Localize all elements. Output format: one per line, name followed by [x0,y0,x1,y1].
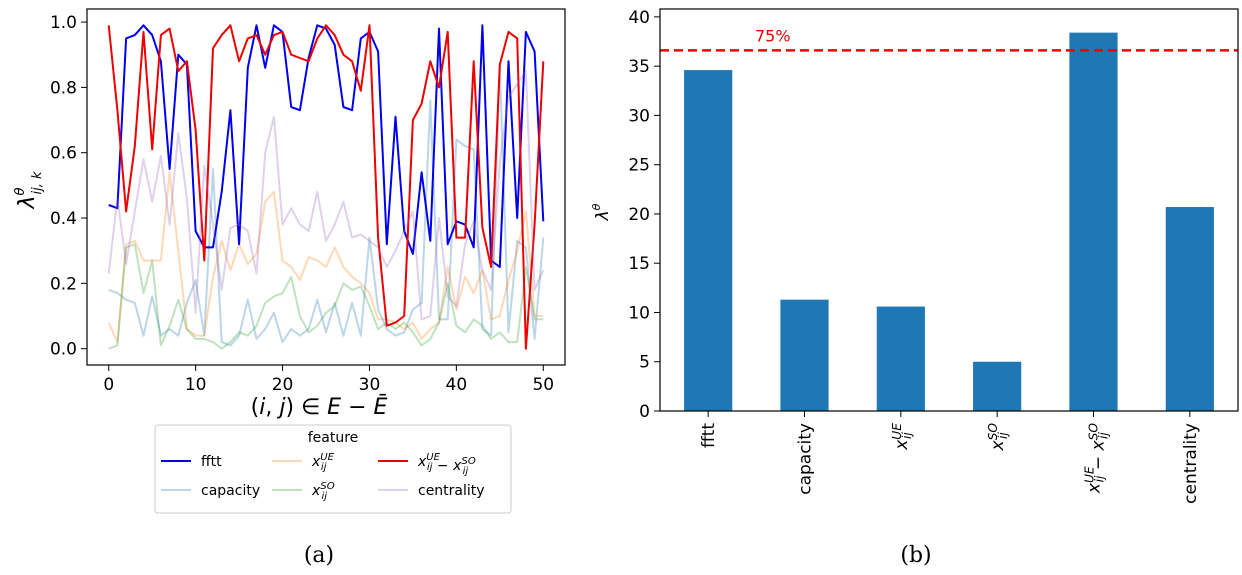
bar [1069,32,1118,411]
y-tick-label: 0.8 [50,78,77,98]
bar [1165,207,1214,411]
category-label: centrality [1181,423,1201,504]
category-label: xUEij [890,423,914,451]
category-label: xUEij − xSOij [1083,423,1111,494]
y-tick-label: 10 [628,303,650,323]
bar [684,70,733,412]
axis-ticks-b: fftt capacity xUEij xSOij xUEij − xSOij centr… [628,8,1200,504]
y-tick-label: 0.4 [50,209,77,229]
x-tick-label: 30 [359,375,381,395]
plot-frame-a [86,8,566,366]
y-tick-label: 20 [628,205,650,225]
legend-label: centrality [418,483,485,499]
y-tick-label: 0.6 [50,144,77,164]
bar-series-group [684,32,1214,412]
y-tick-label: 40 [628,8,650,28]
legend-label: fftt [201,454,222,470]
bar [780,299,829,411]
plot-frame-b [659,8,1239,412]
x-tick-label: 20 [272,375,294,395]
series-line-x-ij-ue [107,171,544,344]
series-line-x-ij-so [108,243,544,350]
legend-frame [154,424,512,514]
series-line-x-ij-ue-x-ij-so [107,24,545,350]
y-tick-label: 1.0 [50,13,77,33]
y-tick-label: 30 [628,106,650,126]
bar [973,361,1022,411]
caption-a: (a) [304,543,334,568]
legend-label: xUE ij [311,452,335,473]
legend-a: feature fftt capacity xUE ij xSO ij xUE ij − xS… [154,424,512,514]
x-tick-label: 40 [446,375,468,395]
bar-chart-panel-b: 75% fftt capacity xUEij xSOij xUEij − xSOij c… [590,8,1239,568]
caption-b: (b) [900,543,931,568]
x-tick-label: 50 [532,375,554,395]
y-tick-label: 5 [639,353,650,373]
x-tick-label: 10 [185,375,207,395]
series-line-fftt [108,24,545,268]
bar [876,306,925,411]
y-axis-label-a: λθ ij, k [13,171,45,209]
legend-label: xUE ij − xSO ij [417,452,476,477]
y-tick-label: 35 [628,57,650,77]
axis-ticks-a: 0 10 20 30 40 50 0.0 0.2 0.4 0.6 0.8 1.0 [50,13,554,395]
y-tick-label: 0.2 [50,274,77,294]
y-tick-label: 15 [628,254,650,274]
x-axis-label-a: (i, j) ∈ E − Ē [251,395,388,420]
series-line-centrality [107,70,545,321]
category-label: xSOij [986,423,1010,452]
legend-label: capacity [201,483,260,499]
legend-items: fftt capacity xUE ij xSO ij xUE ij − xSO ij centr… [161,452,485,502]
reference-line-label: 75% [755,26,791,45]
series-line-capacity [108,63,545,347]
reference-line-group: 75% [660,26,1238,52]
category-label: fftt [699,423,719,448]
y-tick-label: 25 [628,156,650,176]
x-tick-label: 0 [103,375,114,395]
line-series-group [107,24,545,350]
y-axis-label-b: λθ [590,203,613,221]
y-tick-label: 0.0 [50,340,77,360]
category-label: capacity [796,423,816,495]
legend-title: feature [308,430,359,446]
legend-label: xSO ij [311,481,335,502]
y-tick-label: 0 [639,402,650,422]
line-chart-panel-a: 0 10 20 30 40 50 0.0 0.2 0.4 0.6 0.8 1.0 λθ ij, k (i… [13,8,566,568]
